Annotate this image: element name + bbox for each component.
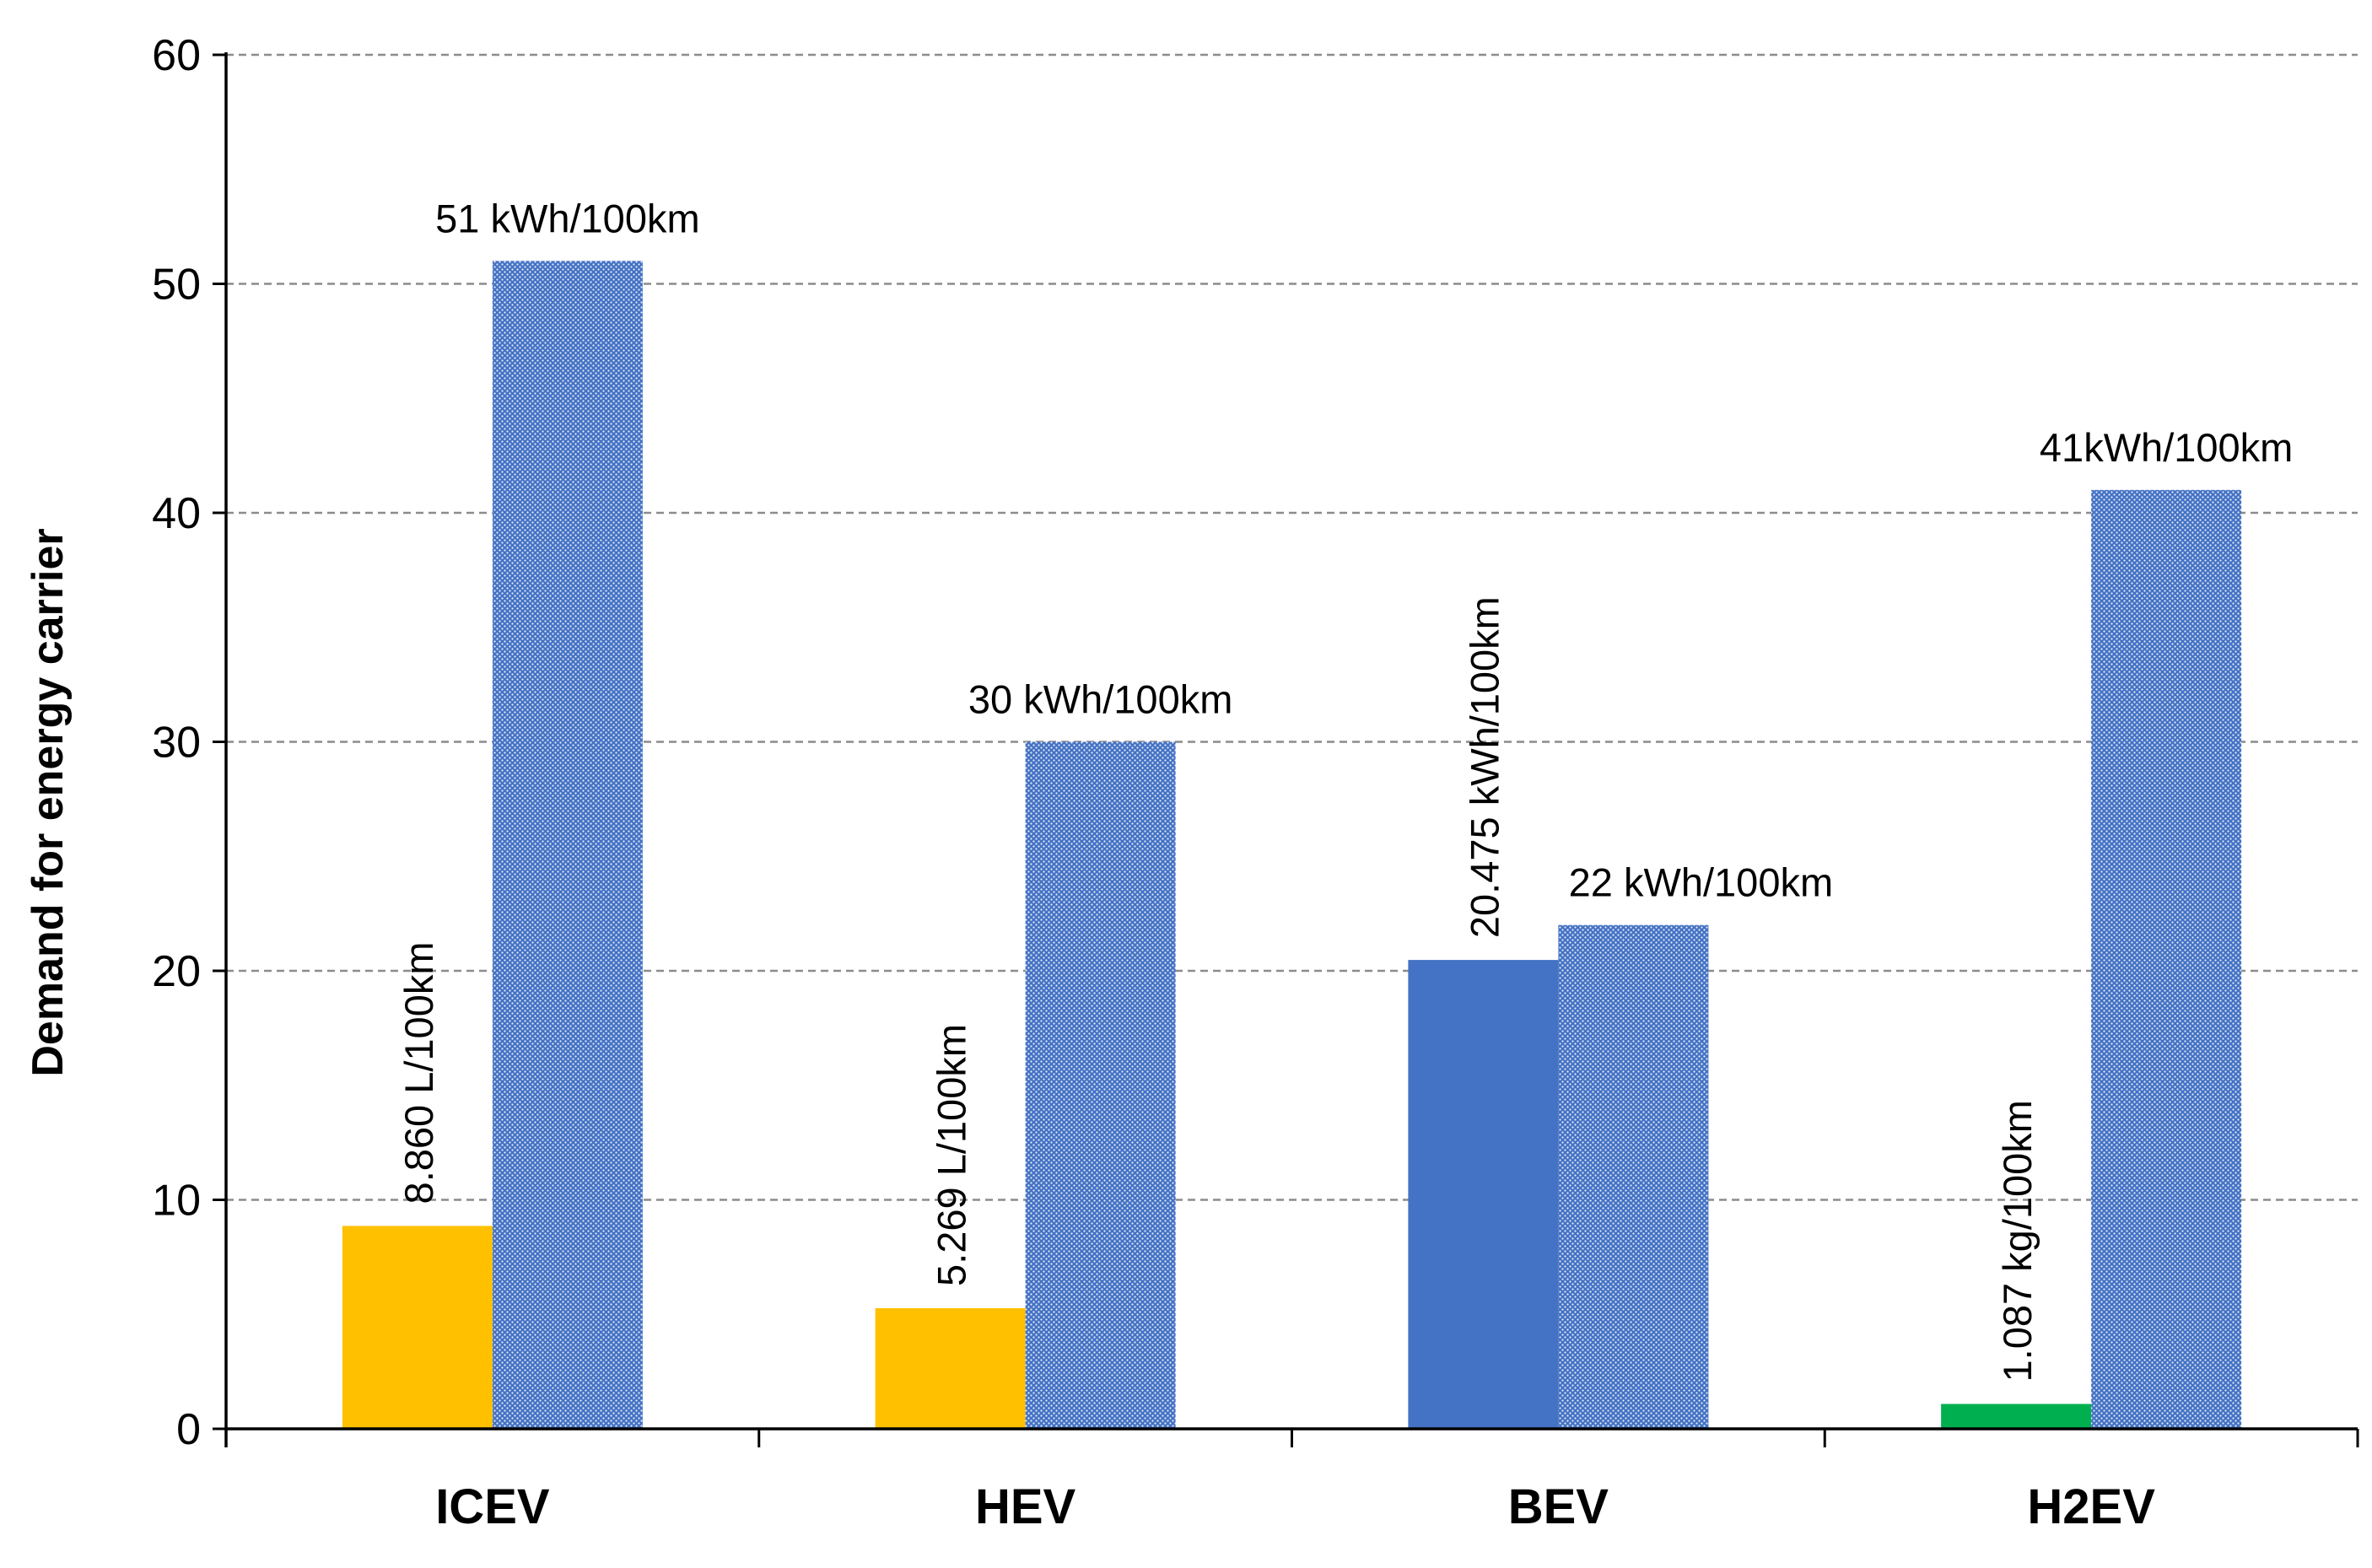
data-label-hev-carrier: 5.269 L/100km	[930, 1024, 974, 1286]
data-label-h2ev-energy: 41kWh/100km	[2040, 425, 2293, 470]
bar-bev-energy	[1558, 924, 1709, 1429]
y-tick-label-50: 50	[152, 261, 201, 310]
y-tick-label-10: 10	[152, 1177, 201, 1226]
bars	[342, 261, 2242, 1430]
bar-hev-carrier	[875, 1307, 1026, 1429]
data-label-hev-energy: 30 kWh/100km	[968, 677, 1232, 722]
bar-icev-energy	[492, 261, 643, 1430]
bar-h2ev-energy	[2091, 489, 2242, 1429]
data-label-bev-carrier: 20.475 kWh/100km	[1462, 596, 1507, 938]
bar-bev-carrier	[1408, 960, 1559, 1429]
data-label-h2ev-carrier: 1.087 kg/100km	[1995, 1100, 2040, 1382]
bar-icev-carrier	[342, 1226, 493, 1429]
x-category-label-hev: HEV	[975, 1479, 1076, 1534]
y-tick-label-60: 60	[152, 31, 201, 80]
x-category-label-h2ev: H2EV	[2027, 1479, 2155, 1534]
x-category-label-bev: BEV	[1508, 1479, 1609, 1534]
bar-h2ev-carrier	[1941, 1404, 2092, 1429]
y-tick-label-20: 20	[152, 947, 201, 996]
axes	[213, 52, 2359, 1447]
y-tick-label-0: 0	[176, 1405, 201, 1454]
data-label-icev-energy: 51 kWh/100km	[435, 196, 699, 240]
labels: 0 10 20 30 40 50 60 Demand for energy carrier 8.…	[24, 31, 2293, 1534]
x-category-label-icev: ICEV	[435, 1479, 550, 1534]
data-label-bev-energy: 22 kWh/100km	[1569, 860, 1833, 905]
data-label-icev-carrier: 8.860 L/100km	[396, 941, 441, 1204]
bar-hev-energy	[1025, 741, 1176, 1429]
y-tick-label-40: 40	[152, 489, 201, 538]
y-tick-label-30: 30	[152, 719, 201, 768]
y-axis-title: Demand for energy carrier	[24, 528, 73, 1076]
